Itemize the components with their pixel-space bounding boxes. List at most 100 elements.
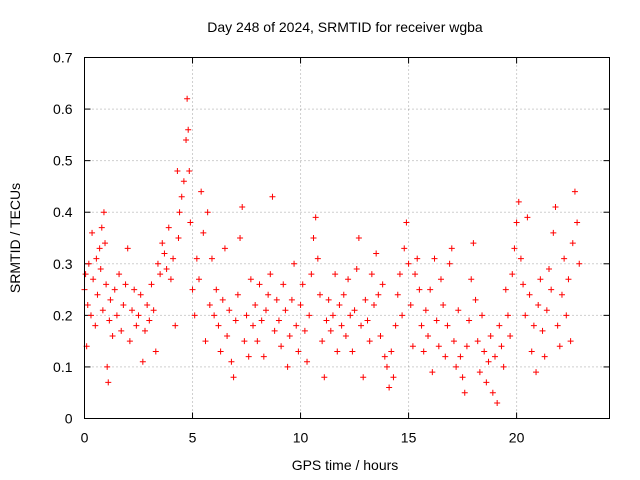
data-point [351, 307, 358, 314]
data-point [329, 312, 336, 319]
data-point [104, 363, 111, 370]
data-point [314, 255, 321, 262]
data-point [498, 343, 505, 350]
data-point [321, 374, 328, 381]
y-tick-label: 0.1 [53, 359, 73, 375]
chart-title: Day 248 of 2024, SRMTID for receiver wgb… [207, 19, 483, 35]
data-point [129, 307, 136, 314]
data-point [174, 167, 181, 174]
data-point [84, 302, 91, 309]
data-point [159, 240, 166, 247]
data-point [429, 369, 436, 376]
data-point [319, 338, 326, 345]
data-point [433, 317, 440, 324]
data-point [167, 276, 174, 283]
data-point [533, 369, 540, 376]
data-point [479, 312, 486, 319]
data-point [468, 276, 475, 283]
data-point [353, 265, 360, 272]
data-point [427, 286, 434, 293]
y-tick-label: 0 [65, 411, 73, 427]
data-point [412, 271, 419, 278]
data-point [291, 260, 298, 267]
data-point [237, 235, 244, 241]
data-point [226, 307, 233, 314]
y-tick-label: 0.2 [53, 307, 73, 323]
data-point [304, 358, 311, 365]
data-point [267, 271, 274, 278]
data-point [556, 343, 563, 350]
data-point [530, 322, 537, 329]
data-point [403, 219, 410, 226]
data-point [325, 296, 332, 303]
data-point [113, 312, 120, 319]
data-point [485, 358, 492, 365]
data-point [97, 265, 104, 272]
data-point [332, 271, 339, 278]
data-point [273, 296, 280, 303]
data-points [81, 95, 583, 407]
data-point [347, 312, 354, 319]
data-point [213, 286, 220, 293]
data-point [349, 348, 356, 355]
data-point [520, 281, 527, 288]
data-point [524, 214, 531, 221]
data-point [109, 332, 116, 339]
data-point [157, 271, 164, 278]
data-point [92, 322, 99, 329]
data-point [106, 317, 113, 324]
data-point [371, 302, 378, 309]
data-point [491, 353, 498, 360]
data-point [247, 276, 254, 283]
data-point [275, 317, 282, 324]
data-point [414, 255, 421, 262]
data-point [342, 332, 349, 339]
data-point [99, 307, 106, 314]
data-point [87, 312, 94, 319]
data-point [543, 307, 550, 314]
data-point [522, 312, 529, 319]
data-point [228, 358, 235, 365]
data-point [399, 312, 406, 319]
data-point [224, 332, 231, 339]
data-point [154, 260, 161, 267]
data-point [200, 229, 207, 236]
x-axis-label: GPS time / hours [292, 457, 399, 473]
data-point [191, 312, 198, 319]
data-point [308, 271, 315, 278]
data-point [96, 245, 103, 252]
data-point [373, 250, 380, 257]
data-point [517, 255, 524, 262]
data-point [265, 291, 272, 298]
data-point [161, 250, 168, 257]
data-point [487, 332, 494, 339]
data-point [345, 276, 352, 283]
data-point [178, 193, 185, 200]
data-point [90, 276, 97, 283]
data-point [254, 338, 261, 345]
data-point [394, 291, 401, 298]
data-point [284, 363, 291, 370]
data-point [360, 374, 367, 381]
data-point [184, 95, 191, 102]
data-point [483, 379, 490, 386]
data-point [405, 260, 412, 267]
data-point [105, 379, 112, 386]
data-point [82, 271, 89, 278]
data-point [202, 338, 209, 345]
data-point [141, 327, 148, 334]
data-point [409, 343, 416, 350]
data-point [241, 338, 248, 345]
data-point [440, 302, 447, 309]
data-point [401, 245, 408, 252]
x-tick-label: 5 [189, 430, 197, 446]
data-point [170, 255, 177, 262]
data-point [476, 369, 483, 376]
data-point [422, 307, 429, 314]
data-point [269, 193, 276, 200]
y-tick-labels: 0 0.1 0.2 0.3 0.4 0.5 0.6 0.7 [53, 50, 73, 427]
data-point [396, 271, 403, 278]
data-point [239, 204, 246, 211]
data-point [364, 317, 371, 324]
